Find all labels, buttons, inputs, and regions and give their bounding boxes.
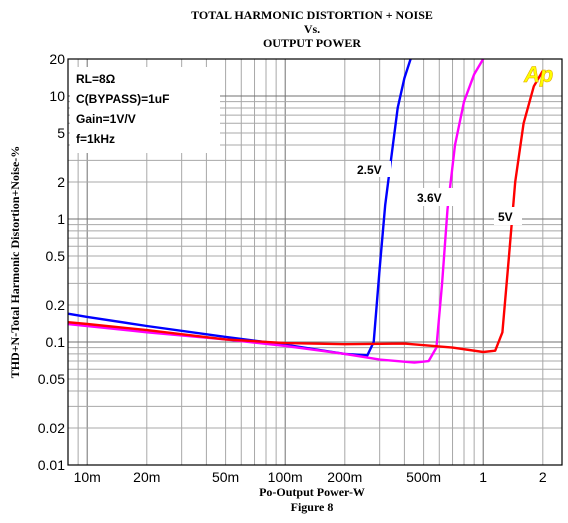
condition-frequency: f=1kHz [76, 132, 115, 146]
y-tick-labels: 0.01 0.02 0.05 0.1 0.2 0.5 1 2 5 10 20 [38, 51, 65, 473]
chart-title-line-1: TOTAL HARMONIC DISTORTION + NOISE [191, 8, 433, 22]
conditions-box: RL=8Ω C(BYPASS)=1uF Gain=1V/V f=1kHz [70, 67, 220, 153]
x-tick-label: 50m [212, 469, 239, 485]
x-tick-label: 500m [406, 469, 441, 485]
series-labels: 2.5V 3.6V 5V [355, 161, 522, 225]
x-tick-label: 20m [133, 469, 160, 485]
condition-gain: Gain=1V/V [76, 112, 136, 126]
y-axis-label: THD+N-Total Harmonic Distortion+Noise-% [8, 146, 22, 379]
x-tick-label: 10m [74, 469, 101, 485]
series-label-2-5v: 2.5V [357, 163, 382, 177]
y-tick-label: 2 [57, 174, 65, 190]
condition-bypass: C(BYPASS)=1uF [76, 92, 169, 106]
y-tick-label: 0.1 [46, 334, 66, 350]
chart-title-line-3: OUTPUT POWER [263, 36, 361, 50]
y-tick-label: 5 [57, 125, 65, 141]
y-tick-label: 1 [57, 211, 65, 227]
y-tick-label: 0.05 [38, 371, 65, 387]
y-tick-label: 0.5 [46, 248, 66, 264]
x-tick-label: 200m [327, 469, 362, 485]
ap-logo: Ap [523, 62, 553, 87]
x-tick-label: 2 [539, 469, 547, 485]
x-tick-label: 1 [479, 469, 487, 485]
y-tick-label: 0.2 [46, 297, 66, 313]
y-tick-label: 0.01 [38, 457, 65, 473]
series-layer [67, 58, 544, 364]
series-line-5v [67, 70, 544, 354]
condition-rl: RL=8Ω [76, 72, 116, 86]
x-tick-label: 100m [268, 469, 303, 485]
y-tick-label: 10 [49, 88, 65, 104]
series-label-3-6v: 3.6V [417, 191, 442, 205]
series-line-2-5v [67, 58, 412, 357]
chart-title-line-2: Vs. [304, 22, 320, 36]
x-tick-labels: 10m 20m 50m 100m 200m 500m 1 2 [74, 469, 547, 485]
series-label-5v: 5V [498, 210, 513, 224]
plot-frame [67, 58, 563, 466]
figure-label: Figure 8 [291, 500, 334, 514]
y-tick-label: 0.02 [38, 420, 65, 436]
x-axis-label: Po-Output Power-W [259, 485, 365, 499]
y-tick-label: 20 [49, 51, 65, 67]
